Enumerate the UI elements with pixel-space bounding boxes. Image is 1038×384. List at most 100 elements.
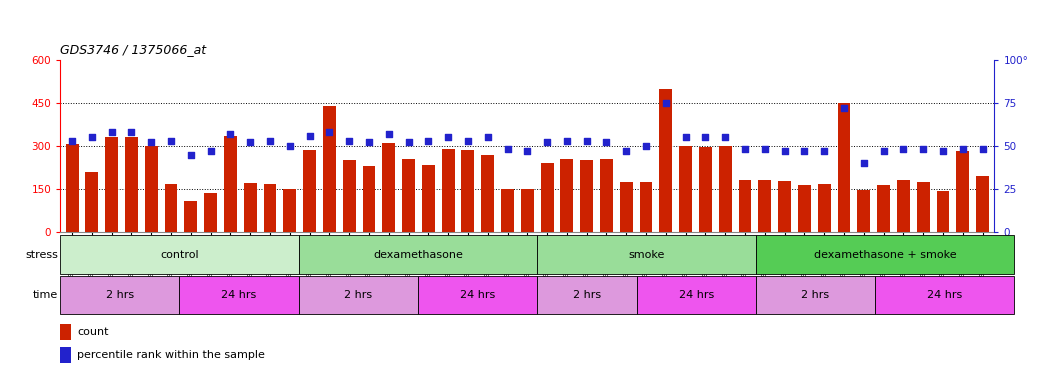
Point xyxy=(401,139,417,146)
Bar xyxy=(145,146,158,232)
Point xyxy=(895,146,911,152)
Point xyxy=(717,134,734,140)
Point xyxy=(321,129,337,135)
Text: time: time xyxy=(33,290,58,300)
Bar xyxy=(244,184,256,232)
Bar xyxy=(956,151,969,232)
Bar xyxy=(421,165,435,232)
Point xyxy=(678,134,694,140)
Bar xyxy=(283,189,296,232)
Text: 24 hrs: 24 hrs xyxy=(679,290,714,300)
Bar xyxy=(877,185,890,232)
Bar xyxy=(538,276,636,314)
Bar xyxy=(501,189,514,232)
Point xyxy=(104,129,120,135)
Bar xyxy=(699,147,712,232)
Point xyxy=(796,148,813,154)
Bar xyxy=(299,276,418,314)
Point xyxy=(558,138,575,144)
Bar xyxy=(442,149,455,232)
Bar xyxy=(778,181,791,232)
Bar xyxy=(85,172,99,232)
Point xyxy=(420,138,437,144)
Bar xyxy=(185,201,197,232)
Point xyxy=(954,146,971,152)
Bar xyxy=(418,276,538,314)
Text: 24 hrs: 24 hrs xyxy=(927,290,962,300)
Point xyxy=(855,160,872,166)
Bar xyxy=(798,185,811,232)
Point xyxy=(84,134,101,140)
Point xyxy=(598,139,614,146)
Text: control: control xyxy=(160,250,198,260)
Bar xyxy=(165,184,177,232)
Point xyxy=(202,148,219,154)
Point xyxy=(934,148,951,154)
Text: percentile rank within the sample: percentile rank within the sample xyxy=(77,350,265,360)
Bar xyxy=(343,161,356,232)
Bar xyxy=(679,146,692,232)
Point xyxy=(836,105,852,111)
Point xyxy=(975,146,991,152)
Point xyxy=(262,138,278,144)
Point xyxy=(301,132,318,139)
Bar xyxy=(60,347,72,363)
Point xyxy=(757,146,773,152)
Text: smoke: smoke xyxy=(628,250,664,260)
Point xyxy=(914,146,931,152)
Bar xyxy=(739,180,752,232)
Bar xyxy=(838,103,850,232)
Text: 2 hrs: 2 hrs xyxy=(345,290,373,300)
Bar xyxy=(639,182,653,232)
Bar xyxy=(60,276,180,314)
Bar xyxy=(264,184,276,232)
Point xyxy=(124,129,140,135)
Point xyxy=(480,134,496,140)
Bar xyxy=(204,194,217,232)
Point xyxy=(698,134,714,140)
Bar xyxy=(303,150,316,232)
Bar xyxy=(541,163,553,232)
Bar xyxy=(756,276,875,314)
Point xyxy=(163,138,180,144)
Bar xyxy=(897,180,909,232)
Bar xyxy=(718,146,732,232)
Point xyxy=(816,148,832,154)
Point xyxy=(578,138,595,144)
Bar xyxy=(636,276,756,314)
Text: GDS3746 / 1375066_at: GDS3746 / 1375066_at xyxy=(60,43,207,56)
Bar xyxy=(580,161,593,232)
Bar xyxy=(976,175,989,232)
Bar xyxy=(561,159,573,232)
Text: count: count xyxy=(77,328,109,338)
Text: 24 hrs: 24 hrs xyxy=(460,290,495,300)
Point xyxy=(242,139,258,146)
Bar xyxy=(875,276,1014,314)
Bar xyxy=(362,166,376,232)
Bar xyxy=(382,143,395,232)
Point xyxy=(657,99,674,106)
Bar xyxy=(818,184,830,232)
Point xyxy=(222,131,239,137)
Text: dexamethasone + smoke: dexamethasone + smoke xyxy=(814,250,956,260)
Text: 24 hrs: 24 hrs xyxy=(221,290,256,300)
Bar xyxy=(756,235,1014,274)
Text: 2 hrs: 2 hrs xyxy=(801,290,829,300)
Point xyxy=(360,139,377,146)
Point xyxy=(637,143,654,149)
Point xyxy=(519,148,536,154)
Bar xyxy=(759,180,771,232)
Point xyxy=(440,134,457,140)
Point xyxy=(776,148,793,154)
Point xyxy=(539,139,555,146)
Bar xyxy=(60,324,72,340)
Point xyxy=(460,138,476,144)
Bar xyxy=(402,159,415,232)
Point xyxy=(499,146,516,152)
Point xyxy=(737,146,754,152)
Point xyxy=(340,138,357,144)
Text: dexamethasone: dexamethasone xyxy=(373,250,463,260)
Bar xyxy=(538,235,756,274)
Point xyxy=(63,138,80,144)
Bar xyxy=(462,150,474,232)
